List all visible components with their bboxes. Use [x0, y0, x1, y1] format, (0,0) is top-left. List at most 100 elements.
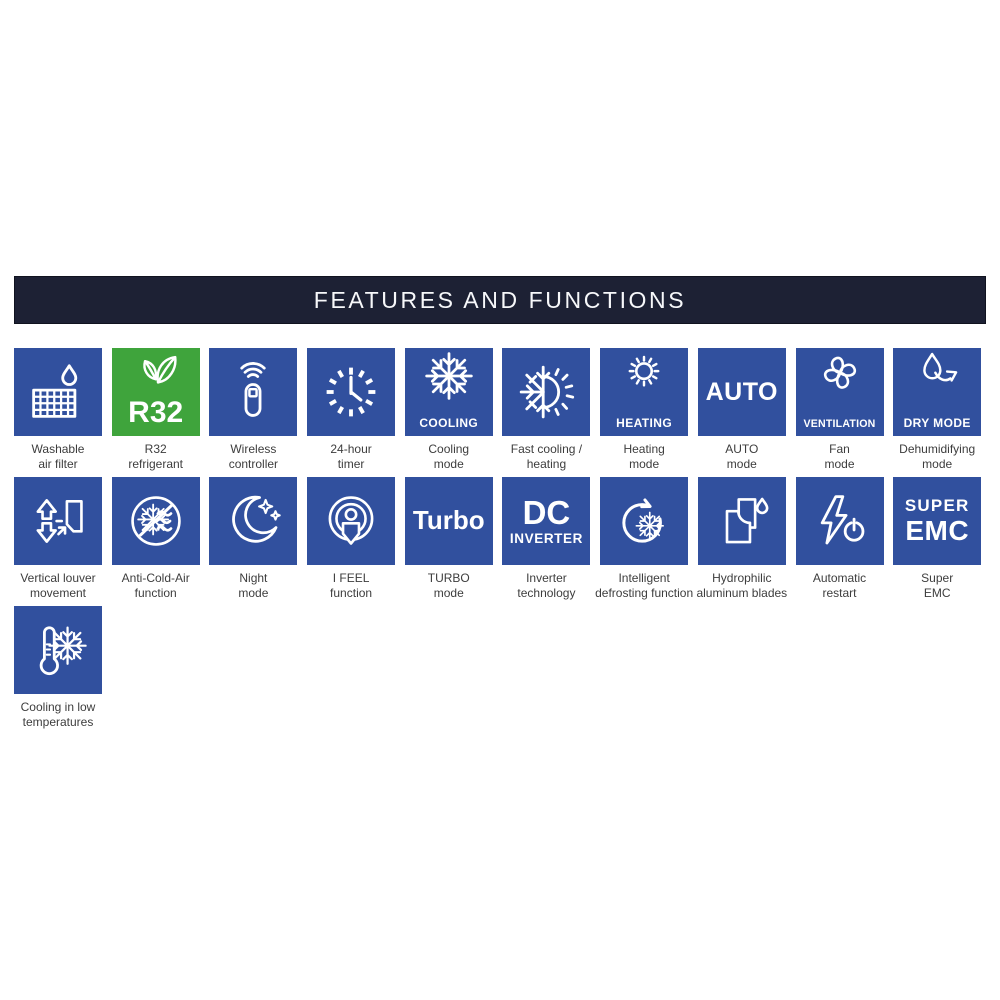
tile-square — [14, 606, 102, 694]
tile-super-emc: SUPER EMC Super EMC — [893, 477, 982, 602]
tile-label: COOLING — [419, 416, 479, 430]
tile-auto-restart: Automatic restart — [795, 477, 884, 602]
caption-line-1: Night — [239, 571, 268, 585]
caption-line-2: temperatures — [22, 714, 94, 729]
clock-icon — [321, 362, 381, 422]
tile-anti-cold-air: Anti-Cold-Air function — [111, 477, 200, 602]
caption-line-2: refrigerant — [128, 456, 184, 471]
fan-icon — [814, 350, 866, 402]
tile-caption: Cooling mode — [395, 442, 503, 471]
tile-square — [600, 477, 689, 565]
tile-fan-mode: VENTILATION Fan mode — [795, 348, 884, 473]
tile-caption: Vertical louver movement — [4, 571, 112, 600]
i-feel-person-icon — [321, 491, 381, 551]
leaves-icon — [132, 353, 184, 389]
tile-caption: Automatic restart — [786, 571, 894, 600]
tile-wireless-controller: Wireless controller — [209, 348, 298, 473]
tile-aluminum-blades: Hydrophilic aluminum blades — [696, 477, 787, 602]
caption-line-2: mode — [433, 585, 464, 600]
caption-line-1: TURBO — [427, 571, 470, 585]
no-cold-air-icon — [126, 491, 186, 551]
tile-vertical-louver: Vertical louver movement — [14, 477, 102, 602]
tile-caption: 24-hour timer — [297, 442, 405, 471]
louver-arrows-icon — [28, 491, 88, 551]
tile-caption: Night mode — [199, 571, 307, 600]
tile-square: DC INVERTER — [502, 477, 591, 565]
sun-icon — [618, 350, 670, 402]
caption-line-2: function — [330, 585, 373, 600]
tile-caption: AUTO mode — [688, 442, 796, 471]
snowflake-icon — [423, 350, 475, 402]
caption-line-2: mode — [726, 456, 757, 471]
tile-square — [307, 348, 396, 436]
caption-line-1: Intelligent — [618, 571, 670, 585]
tile-caption: Washable air filter — [4, 442, 112, 471]
caption-line-1: Super — [921, 571, 954, 585]
tile-caption: Dehumidifying mode — [883, 442, 991, 471]
tile-square — [697, 477, 786, 565]
tile-caption: Intelligent defrosting function — [590, 571, 698, 600]
thermometer-snowflake-icon — [28, 620, 88, 680]
caption-line-1: 24-hour — [330, 442, 372, 456]
defrost-arrow-icon — [614, 491, 674, 551]
caption-line-1: AUTO — [725, 442, 759, 456]
tile-fast-cooling-heating: Fast cooling / heating — [502, 348, 591, 473]
tile-night-mode: Night mode — [209, 477, 298, 602]
tile-big-text: INVERTER — [509, 530, 583, 546]
tile-dc-inverter: DC INVERTER Inverter technology — [502, 477, 591, 602]
tile-caption: Hydrophilic aluminum blades — [688, 571, 796, 600]
tile-square: R32 — [111, 348, 200, 436]
caption-line-2: heating — [526, 456, 567, 471]
tile-caption: Super EMC — [883, 571, 991, 600]
caption-line-2: mode — [238, 585, 269, 600]
tile-square: COOLING — [404, 348, 493, 436]
tile-caption: Wireless controller — [199, 442, 307, 471]
tile-caption: TURBO mode — [395, 571, 503, 600]
caption-line-2: air filter — [38, 456, 78, 471]
tile-caption: Inverter technology — [492, 571, 600, 600]
caption-line-1: Cooling — [428, 442, 470, 456]
tile-caption: Heating mode — [590, 442, 698, 471]
drop-arrow-icon — [911, 350, 963, 402]
caption-line-1: Automatic — [812, 571, 867, 585]
caption-line-2: mode — [824, 456, 855, 471]
tile-caption: Fan mode — [786, 442, 894, 471]
moon-stars-icon — [223, 491, 283, 551]
tile-auto-mode: AUTO AUTO mode — [697, 348, 786, 473]
bolt-power-icon — [810, 491, 870, 551]
caption-line-1: Fast cooling / — [510, 442, 583, 456]
tile-square: VENTILATION — [795, 348, 884, 436]
page-title: FEATURES AND FUNCTIONS — [313, 286, 687, 313]
tile-caption: Cooling in low temperatures — [4, 700, 112, 729]
caption-line-1: Fan — [829, 442, 850, 456]
tile-big-text: AUTO — [705, 377, 778, 406]
tile-square: Turbo — [404, 477, 493, 565]
caption-line-1: Cooling in low — [20, 700, 96, 714]
caption-line-1: Inverter — [526, 571, 567, 585]
snow-sun-icon — [516, 362, 576, 422]
tile-label: DRY MODE — [903, 416, 971, 430]
caption-line-2: aluminum blades — [696, 585, 788, 600]
tile-low-temp-cooling: Cooling in low temperatures — [14, 606, 102, 731]
tile-i-feel: I FEEL function — [307, 477, 396, 602]
tile-square — [795, 477, 884, 565]
tile-caption: I FEEL function — [297, 571, 405, 600]
caption-line-1: Dehumidifying — [899, 442, 976, 456]
tile-square: AUTO — [697, 348, 786, 436]
caption-line-1: Wireless — [230, 442, 277, 456]
header-bar: FEATURES AND FUNCTIONS — [14, 276, 986, 324]
tile-square — [502, 348, 591, 436]
tile-defrost: Intelligent defrosting function — [595, 477, 693, 602]
tile-square — [209, 348, 298, 436]
tile-r32-refrigerant: R32 R32 refrigerant — [111, 348, 200, 473]
tile-cooling-mode: COOLING Cooling mode — [404, 348, 493, 473]
caption-line-2: timer — [337, 456, 365, 471]
tile-caption: R32 refrigerant — [102, 442, 210, 471]
tile-big-text: EMC — [905, 514, 970, 546]
tile-big-text: SUPER — [904, 495, 970, 515]
caption-line-1: R32 — [144, 442, 167, 456]
tile-square: SUPER EMC — [893, 477, 982, 565]
caption-line-2: defrosting function — [595, 585, 694, 600]
caption-line-2: movement — [29, 585, 87, 600]
tile-washable-air-filter: Washable air filter — [14, 348, 102, 473]
